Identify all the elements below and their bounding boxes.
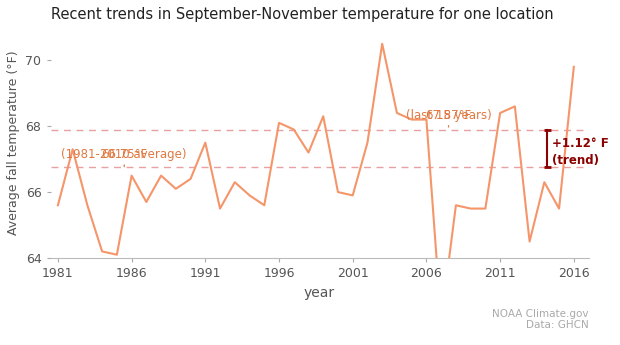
Text: +1.12° F: +1.12° F xyxy=(552,137,609,150)
Text: (trend): (trend) xyxy=(552,154,600,167)
Text: 66.75°F: 66.75°F xyxy=(101,148,148,161)
Y-axis label: Average fall temperature (°F): Average fall temperature (°F) xyxy=(7,50,20,235)
Text: NOAA Climate.gov
Data: GHCN: NOAA Climate.gov Data: GHCN xyxy=(492,309,588,331)
X-axis label: year: year xyxy=(304,286,335,299)
Text: (last 15 years): (last 15 years) xyxy=(405,94,492,122)
Text: 67.87°F: 67.87°F xyxy=(425,109,472,122)
Text: Recent trends in September-November temperature for one location: Recent trends in September-November temp… xyxy=(50,7,553,22)
Text: (1981-2010 average): (1981-2010 average) xyxy=(61,134,187,161)
